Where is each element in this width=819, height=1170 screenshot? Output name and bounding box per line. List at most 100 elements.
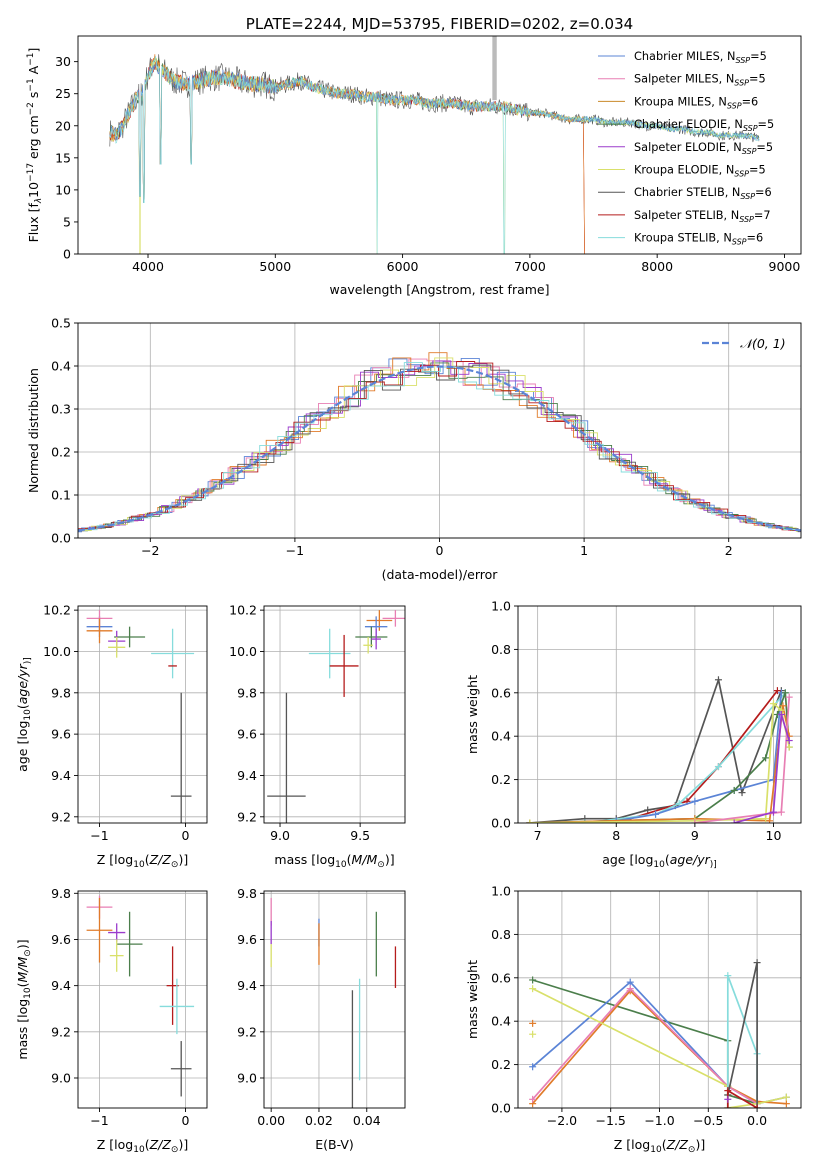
weight-vs-Z-ylabel: mass weight [465, 960, 480, 1039]
x-tick-label: 10 [766, 828, 782, 843]
y-tick-label: 0.5 [51, 316, 71, 331]
y-tick-label: 9.8 [237, 886, 257, 901]
mass-vs-ebv-panel: 0.00 0.02 0.04 9.0 9.2 9.4 9.6 9.8 E(B-V) [237, 886, 406, 1152]
y-tick-label: 0.2 [51, 445, 71, 460]
y-tick-label: 9.8 [51, 685, 71, 700]
spectrum-legend: Chabrier MILES, NSSP=5 Salpeter MILES, NS… [598, 50, 774, 247]
x-tick-label: 2 [725, 543, 733, 558]
residuals-panel: −2 −1 0 1 2 0.0 0.1 0.2 0.3 0.4 0.5 (data-model)/er… [26, 316, 802, 582]
x-tick-label: −1.5 [596, 1113, 626, 1128]
spectrum-line [109, 56, 760, 254]
y-tick-label: 9.4 [237, 768, 257, 783]
y-tick-label: 9.6 [51, 932, 71, 947]
age-vs-Z-panel: −1 0 9.2 9.4 9.6 9.8 10.0 10.2 Z [log10(Z/Z⊙)] ag… [15, 603, 208, 870]
residuals-legend: 𝒩(0, 1) [702, 336, 786, 351]
weight-vs-Z-series [529, 959, 790, 1108]
weight-line [531, 987, 758, 1105]
y-tick-label: 5 [63, 214, 71, 229]
axes-frame [263, 605, 406, 824]
x-tick-label: 1 [580, 543, 588, 558]
axes-frame [77, 35, 802, 255]
y-tick-label: 0.2 [491, 1057, 511, 1072]
axes-frame [77, 890, 208, 1109]
weight-line [529, 692, 783, 823]
y-tick-label: 9.6 [237, 727, 257, 742]
y-tick-label: 0.0 [51, 531, 71, 546]
weight-line [529, 701, 791, 823]
x-tick-label: 0.00 [257, 1113, 285, 1128]
legend-entry: Chabrier ELODIE, NSSP=5 [634, 118, 774, 133]
axes-frame [263, 890, 406, 1109]
y-tick-label: 30 [55, 54, 71, 69]
x-tick-label: 9 [691, 828, 699, 843]
y-tick-label: 9.6 [237, 932, 257, 947]
x-tick-label: 5000 [259, 259, 291, 274]
residual-histogram [78, 361, 801, 532]
weight-line [733, 714, 791, 823]
x-tick-label: 9.0 [270, 828, 290, 843]
y-tick-label: 9.8 [237, 685, 257, 700]
y-tick-label: 9.2 [237, 809, 257, 824]
age-vs-mass-panel: 9.0 9.5 9.2 9.4 9.6 9.8 10.0 10.2 mass [log10(M/… [229, 603, 406, 870]
x-tick-label: −1 [286, 543, 304, 558]
y-tick-label: 9.2 [237, 1024, 257, 1039]
spectrum-line [109, 57, 760, 254]
weight-vs-Z-panel: −2.0 −1.5 −1.0 −0.5 0.0 0.0 0.2 0.4 0.6 0.8 1.0 Z [… [465, 884, 802, 1155]
mass-vs-Z-ylabel: mass [log10(M/M⊙)] [15, 939, 33, 1059]
x-tick-label: −1 [90, 828, 108, 843]
x-tick-label: 0.0 [747, 1113, 767, 1128]
mass-vs-Z-panel: −1 0 9.0 9.2 9.4 9.6 9.8 Z [log10(Z/Z⊙)] mass [l… [15, 886, 208, 1155]
y-tick-label: 1.0 [491, 599, 511, 614]
y-tick-label: 0.0 [491, 816, 511, 831]
mass-vs-ebv-points [270, 897, 397, 1108]
y-tick-label: 0.4 [491, 729, 511, 744]
mass-vs-ebv-xlabel: E(B-V) [315, 1137, 354, 1152]
x-tick-label: 9.5 [350, 828, 370, 843]
y-tick-label: 0.4 [51, 359, 71, 374]
weight-vs-Z-xlabel: Z [log10(Z/Z⊙)] [614, 1137, 705, 1155]
age-vs-mass-points [267, 610, 405, 823]
residuals-xlabel: (data-model)/error [382, 567, 499, 582]
weight-vs-age-ylabel: mass weight [465, 675, 480, 754]
spectrum-ylabel: Flux [fλ10−17 erg cm−2 s−1 A−1] [26, 48, 44, 243]
y-tick-label: 0.4 [491, 1014, 511, 1029]
y-tick-label: 9.4 [51, 768, 71, 783]
y-tick-label: 0.8 [491, 927, 511, 942]
legend-entry: Kroupa ELODIE, NSSP=5 [634, 164, 766, 179]
spectrum-line [109, 54, 760, 203]
axes-frame [517, 605, 802, 824]
spectrum-panel: 4000 5000 6000 7000 8000 9000 0 5 10 15 20 25 30 PLAT… [26, 15, 802, 297]
y-tick-label: 10.0 [43, 644, 71, 659]
x-tick-label: 8000 [641, 259, 673, 274]
y-tick-label: 9.0 [237, 1070, 257, 1085]
y-tick-label: 9.8 [51, 886, 71, 901]
y-tick-label: 1.0 [491, 884, 511, 899]
x-tick-label: −2.0 [547, 1113, 577, 1128]
legend-entry: Kroupa MILES, NSSP=6 [634, 95, 758, 110]
residual-histograms [78, 352, 801, 533]
x-tick-label: 7 [534, 828, 542, 843]
y-tick-label: 10 [55, 182, 71, 197]
legend-entry: Chabrier MILES, NSSP=5 [634, 50, 767, 65]
x-tick-label: 7000 [514, 259, 546, 274]
y-tick-label: 10.2 [229, 603, 257, 618]
x-tick-label: 6000 [387, 259, 419, 274]
weight-vs-age-series [526, 676, 793, 823]
age-vs-Z-points [86, 610, 195, 823]
y-tick-label: 10.2 [43, 603, 71, 618]
legend-entry: Salpeter STELIB, NSSP=7 [634, 209, 771, 224]
weight-line [529, 692, 791, 823]
y-tick-label: 0 [63, 247, 71, 262]
y-tick-label: 0.0 [491, 1101, 511, 1116]
residual-histogram [78, 364, 801, 533]
legend-entry: Salpeter MILES, NSSP=5 [634, 73, 766, 88]
weight-line [726, 962, 758, 1108]
weight-vs-age-panel: 7 8 9 10 0.0 0.2 0.4 0.6 0.8 1.0 age [log10(age/yr… [465, 599, 802, 870]
x-tick-label: 0 [182, 1113, 190, 1128]
x-tick-label: −0.5 [693, 1113, 723, 1128]
mass-vs-Z-xlabel: Z [log10(Z/Z⊙)] [97, 1137, 188, 1155]
y-tick-label: 0.2 [491, 772, 511, 787]
y-tick-label: 20 [55, 118, 71, 133]
spectrum-lines [109, 36, 760, 254]
y-tick-label: 0.3 [51, 402, 71, 417]
